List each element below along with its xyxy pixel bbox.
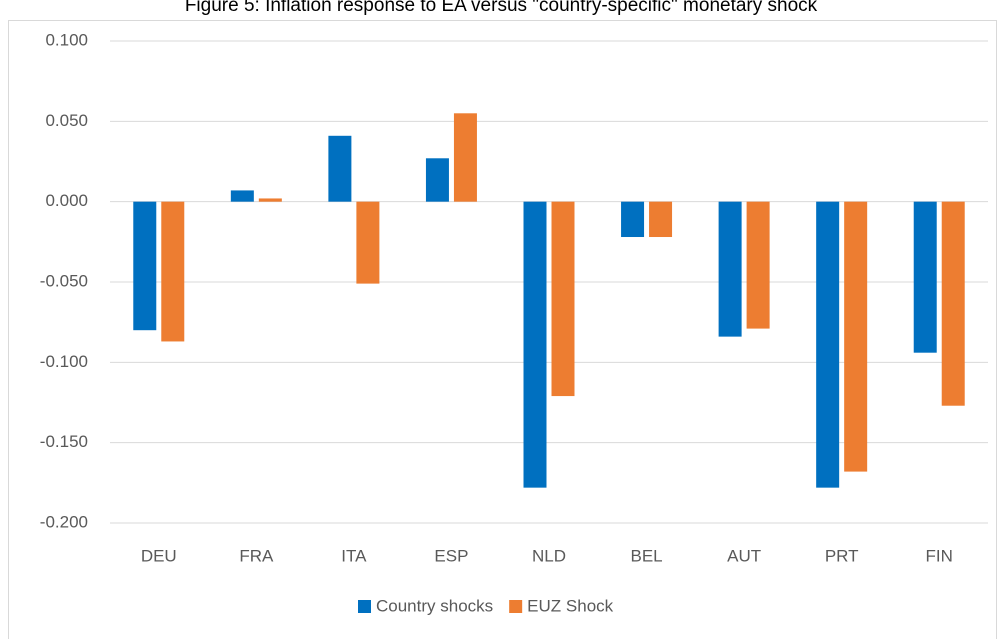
x-tick-label: NLD — [532, 546, 566, 565]
x-tick-label: AUT — [727, 546, 761, 565]
legend-label: EUZ Shock — [527, 596, 613, 615]
bar — [816, 201, 840, 488]
y-tick-label: -0.150 — [40, 432, 88, 451]
y-tick-label: -0.200 — [40, 512, 88, 531]
x-tick-label: BEL — [630, 546, 662, 565]
bar — [941, 201, 965, 406]
y-tick-label: 0.100 — [45, 30, 88, 49]
legend-swatch — [509, 600, 523, 613]
bar — [258, 198, 282, 202]
bar — [328, 135, 352, 202]
bar — [425, 158, 449, 202]
chart-title: Figure 5: Inflation response to EA versu… — [185, 0, 818, 16]
bar — [844, 201, 868, 472]
bar — [649, 201, 673, 238]
x-tick-label: FRA — [239, 546, 274, 565]
bar — [718, 201, 742, 337]
legend-swatch — [358, 600, 371, 613]
bar — [133, 201, 157, 331]
x-tick-label: FIN — [926, 546, 953, 565]
bar — [230, 190, 254, 202]
bar — [453, 113, 477, 202]
bar — [523, 201, 547, 488]
legend-label: Country shocks — [376, 596, 493, 615]
x-tick-label: ITA — [341, 546, 367, 565]
y-tick-label: 0.000 — [45, 191, 88, 210]
bar — [161, 201, 185, 342]
bar — [746, 201, 770, 329]
x-tick-label: ESP — [434, 546, 468, 565]
y-tick-label: -0.100 — [40, 352, 88, 371]
bar — [551, 201, 575, 397]
x-tick-label: DEU — [141, 546, 177, 565]
y-tick-label: -0.050 — [40, 271, 88, 290]
bar — [913, 201, 937, 353]
x-tick-label: PRT — [825, 546, 859, 565]
bar — [621, 201, 645, 238]
bar — [356, 201, 380, 284]
y-tick-label: 0.050 — [45, 111, 88, 130]
